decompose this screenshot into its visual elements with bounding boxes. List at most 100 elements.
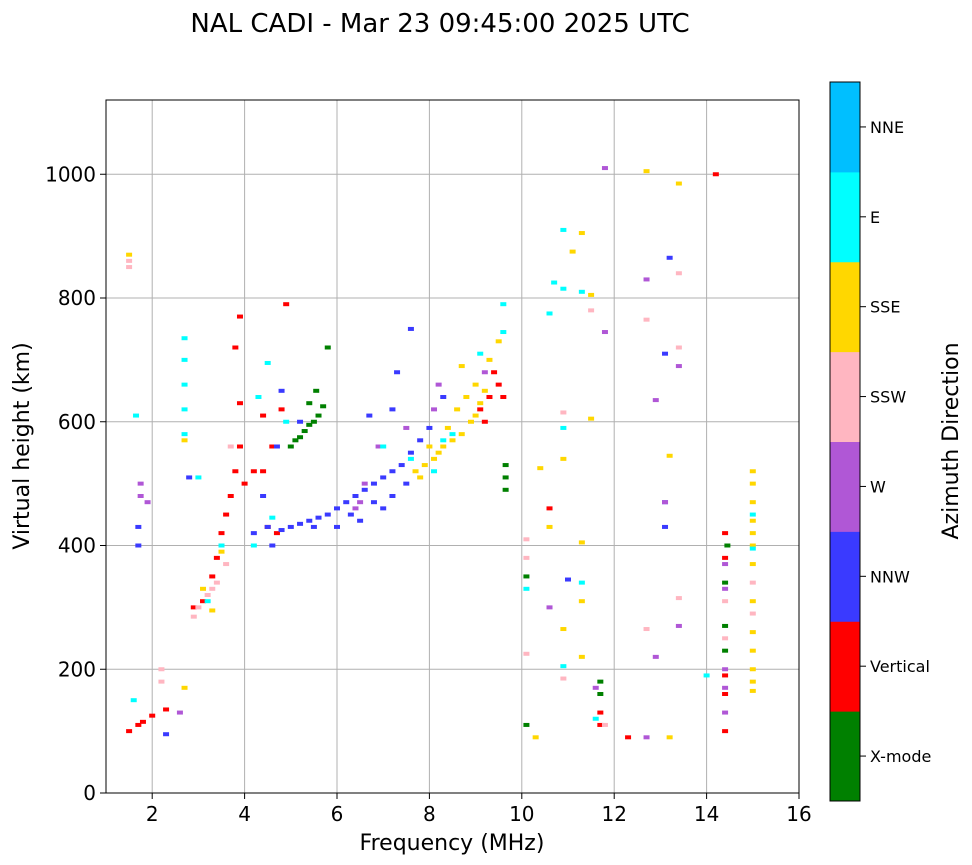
data-point xyxy=(597,710,604,715)
data-point xyxy=(218,531,225,536)
data-point xyxy=(749,648,756,653)
data-point xyxy=(407,456,414,461)
data-point xyxy=(260,494,267,498)
data-point xyxy=(313,388,320,393)
data-point xyxy=(431,407,438,412)
colorbar-segment xyxy=(830,711,860,802)
data-point xyxy=(181,432,188,437)
data-point xyxy=(135,543,142,548)
data-point xyxy=(380,506,387,511)
x-tick-label: 12 xyxy=(601,802,626,826)
data-point xyxy=(236,314,243,319)
data-point xyxy=(223,562,230,567)
data-point xyxy=(675,181,682,186)
data-point xyxy=(176,710,183,715)
data-point xyxy=(601,722,608,727)
data-point xyxy=(749,611,756,616)
data-point xyxy=(273,444,280,449)
data-point xyxy=(213,580,220,585)
data-point xyxy=(137,494,144,498)
data-point xyxy=(292,438,299,443)
data-point xyxy=(283,419,290,424)
data-point xyxy=(749,531,756,536)
data-point xyxy=(662,524,669,529)
data-point xyxy=(398,463,405,468)
data-point xyxy=(139,719,146,724)
data-point xyxy=(218,543,225,548)
data-point xyxy=(643,169,650,174)
series-ssw xyxy=(126,258,756,727)
data-point xyxy=(375,444,382,449)
data-point xyxy=(306,422,313,427)
data-point xyxy=(722,685,729,690)
data-point xyxy=(264,524,271,529)
data-point xyxy=(209,586,216,591)
series-nnw xyxy=(135,255,673,737)
data-point xyxy=(749,630,756,635)
data-point xyxy=(380,475,387,480)
data-point xyxy=(287,524,294,529)
data-point xyxy=(431,456,438,461)
data-point xyxy=(440,438,447,443)
colorbar-tick-label: SSE xyxy=(870,298,900,317)
data-point xyxy=(703,673,710,678)
data-point xyxy=(209,574,216,579)
data-point xyxy=(324,345,331,350)
data-point xyxy=(749,543,756,548)
data-point xyxy=(357,518,364,523)
data-point xyxy=(287,444,294,449)
data-point xyxy=(560,676,567,681)
data-point xyxy=(662,500,669,505)
data-point xyxy=(675,345,682,350)
data-point xyxy=(712,172,719,177)
data-point xyxy=(204,593,211,597)
data-point xyxy=(722,580,729,585)
data-point xyxy=(440,395,447,399)
data-point xyxy=(232,345,239,350)
data-point xyxy=(551,280,558,285)
data-point xyxy=(467,419,474,424)
data-point xyxy=(126,265,133,270)
data-point xyxy=(502,475,509,480)
data-point xyxy=(315,515,322,520)
data-point xyxy=(625,735,632,740)
data-point xyxy=(394,370,401,375)
x-tick-label: 2 xyxy=(146,802,159,826)
data-point xyxy=(472,413,479,418)
data-point xyxy=(491,370,498,375)
data-point xyxy=(181,357,188,362)
data-point xyxy=(181,438,188,443)
data-point xyxy=(749,518,756,523)
data-point xyxy=(523,586,530,591)
data-point xyxy=(588,308,595,313)
data-point xyxy=(200,599,207,604)
x-axis-label: Frequency (MHz) xyxy=(360,831,545,856)
data-point xyxy=(278,407,285,412)
data-point xyxy=(749,562,756,567)
data-point xyxy=(569,249,576,254)
data-point xyxy=(722,636,729,641)
data-point xyxy=(417,438,424,443)
data-point xyxy=(213,555,220,560)
plot-frame xyxy=(105,99,800,794)
data-point xyxy=(361,487,368,492)
data-point xyxy=(352,506,359,511)
data-point xyxy=(195,605,202,610)
data-point xyxy=(250,469,257,474)
data-point xyxy=(565,577,571,582)
data-point xyxy=(560,664,567,669)
data-point xyxy=(343,500,350,505)
data-point xyxy=(135,722,142,727)
data-point xyxy=(643,277,650,282)
data-point xyxy=(722,562,729,567)
data-point xyxy=(269,515,276,520)
data-point xyxy=(149,713,156,718)
data-point xyxy=(137,481,144,486)
data-point xyxy=(449,438,456,443)
data-point xyxy=(301,429,308,434)
data-point xyxy=(181,685,188,690)
colorbar-tick-label: NNW xyxy=(870,567,910,586)
data-point xyxy=(227,494,234,498)
data-point xyxy=(495,339,502,344)
data-point xyxy=(126,729,133,734)
